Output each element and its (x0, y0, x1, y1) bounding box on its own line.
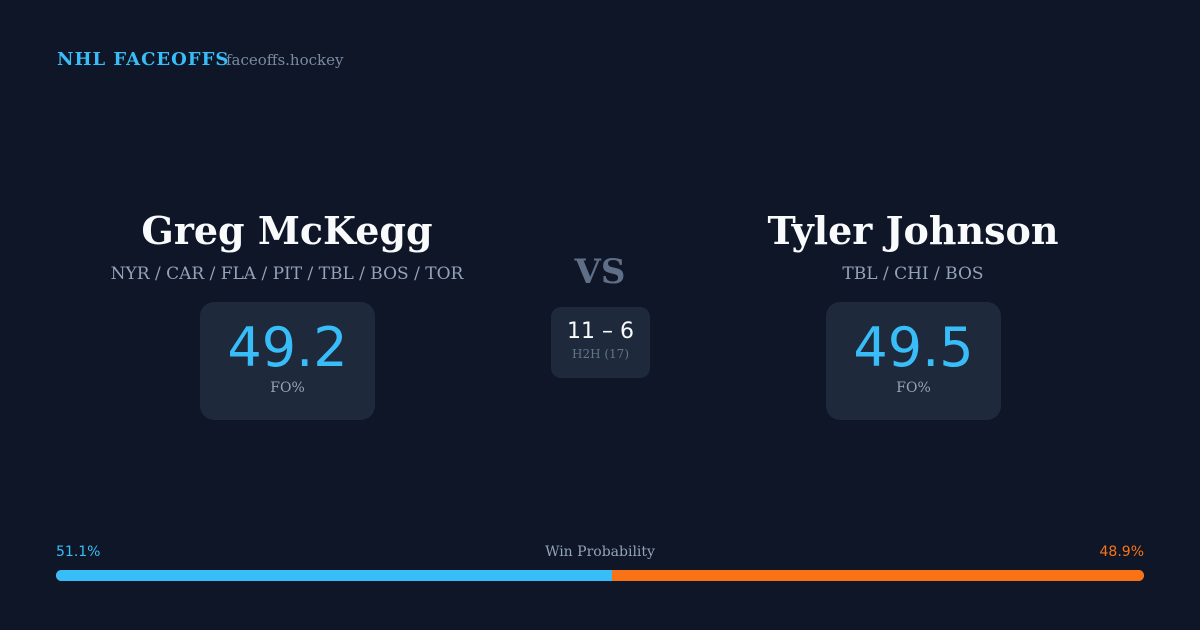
win-prob-label: Win Probability (545, 544, 655, 560)
win-prob-bar-left (56, 570, 612, 581)
brand-title: NHL FACEOFFS (57, 49, 230, 70)
h2h-card: 11 – 6 H2H (17) (551, 307, 650, 378)
left-fo-value: 49.2 (227, 316, 348, 379)
right-win-prob: 48.9% (1099, 544, 1144, 560)
left-win-prob: 51.1% (56, 544, 101, 560)
right-player-name: Tyler Johnson (767, 208, 1059, 253)
win-prob-bar (56, 570, 1144, 581)
vs-label: VS (574, 252, 626, 292)
left-player-name: Greg McKegg (141, 208, 433, 253)
site-domain: faceoffs.hockey (226, 51, 344, 69)
left-fo-label: FO% (270, 380, 305, 396)
right-fo-card: 49.5 FO% (826, 302, 1001, 420)
win-prob-bar-right (611, 570, 1144, 581)
right-fo-label: FO% (896, 380, 931, 396)
right-fo-value: 49.5 (853, 316, 974, 379)
right-player-teams: TBL / CHI / BOS (842, 264, 984, 284)
h2h-label: H2H (17) (571, 347, 629, 361)
left-player-teams: NYR / CAR / FLA / PIT / TBL / BOS / TOR (110, 264, 464, 284)
h2h-score: 11 – 6 (567, 319, 634, 344)
left-fo-card: 49.2 FO% (200, 302, 375, 420)
